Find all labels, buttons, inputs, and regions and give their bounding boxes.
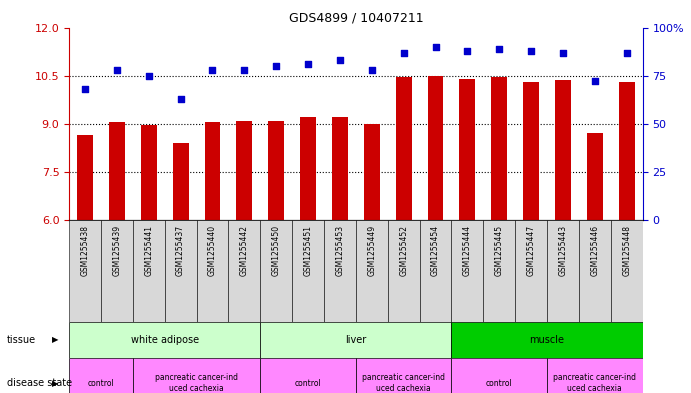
Text: GSM1255451: GSM1255451 [303,225,312,276]
Text: GSM1255445: GSM1255445 [495,225,504,276]
Point [430,44,441,50]
Point [398,50,409,56]
Bar [451,322,643,358]
Point [79,86,91,92]
Point [111,67,122,73]
Bar [236,121,252,220]
Text: GSM1255443: GSM1255443 [558,225,567,276]
Bar [547,220,579,322]
Point [143,72,154,79]
Text: GSM1255439: GSM1255439 [113,225,122,276]
Bar [324,220,356,322]
Bar [69,322,261,358]
Point [589,78,600,84]
Bar [618,82,634,220]
Bar [229,220,261,322]
Text: liver: liver [346,335,366,345]
Text: GSM1255442: GSM1255442 [240,225,249,276]
Bar [268,121,284,220]
Bar [356,220,388,322]
Text: muscle: muscle [529,335,565,345]
Point [526,48,537,54]
Text: tissue: tissue [7,335,36,345]
Point [175,95,186,102]
Bar [300,118,316,220]
Bar [515,220,547,322]
Point [207,67,218,73]
Bar [205,122,220,220]
Bar [523,82,539,220]
Bar [396,77,412,220]
Point [621,50,632,56]
Bar [483,220,515,322]
Title: GDS4899 / 10407211: GDS4899 / 10407211 [289,12,423,25]
Bar [261,220,292,322]
Bar [356,358,451,393]
Bar [579,220,611,322]
Bar [141,125,157,220]
Bar [419,220,451,322]
Bar [196,220,229,322]
Bar [428,75,444,220]
Text: GSM1255449: GSM1255449 [368,225,377,276]
Bar [69,220,101,322]
Text: GSM1255444: GSM1255444 [463,225,472,276]
Bar [388,220,419,322]
Text: ▶: ▶ [52,336,58,344]
Text: pancreatic cancer-ind
uced cachexia: pancreatic cancer-ind uced cachexia [362,373,445,393]
Bar [261,322,451,358]
Bar [451,358,547,393]
Text: GSM1255437: GSM1255437 [176,225,185,276]
Bar [491,77,507,220]
Bar [133,220,164,322]
Point [303,61,314,67]
Text: GSM1255448: GSM1255448 [622,225,631,276]
Bar [364,124,380,220]
Text: GSM1255454: GSM1255454 [431,225,440,276]
Text: GSM1255446: GSM1255446 [590,225,599,276]
Point [271,63,282,69]
Point [334,57,346,63]
Text: GSM1255440: GSM1255440 [208,225,217,276]
Bar [332,118,348,220]
Text: GSM1255450: GSM1255450 [272,225,281,276]
Bar [101,220,133,322]
Point [558,50,569,56]
Text: control: control [486,379,513,387]
Text: white adipose: white adipose [131,335,199,345]
Point [493,46,504,52]
Bar [133,358,261,393]
Text: GSM1255453: GSM1255453 [335,225,344,276]
Bar [69,358,133,393]
Bar [547,358,643,393]
Point [462,48,473,54]
Bar [587,133,603,220]
Bar [451,220,483,322]
Bar [164,220,196,322]
Bar [77,135,93,220]
Text: pancreatic cancer-ind
uced cachexia: pancreatic cancer-ind uced cachexia [553,373,636,393]
Text: control: control [88,379,114,387]
Text: GSM1255438: GSM1255438 [81,225,90,276]
Text: control: control [294,379,321,387]
Text: ▶: ▶ [52,379,58,387]
Bar [292,220,324,322]
Text: GSM1255441: GSM1255441 [144,225,153,276]
Text: disease state: disease state [7,378,72,388]
Bar [460,79,475,220]
Bar [261,358,356,393]
Bar [109,122,125,220]
Point [366,67,377,73]
Text: GSM1255447: GSM1255447 [527,225,536,276]
Bar [611,220,643,322]
Text: GSM1255452: GSM1255452 [399,225,408,276]
Text: pancreatic cancer-ind
uced cachexia: pancreatic cancer-ind uced cachexia [155,373,238,393]
Bar [555,81,571,220]
Bar [173,143,189,220]
Point [239,67,250,73]
